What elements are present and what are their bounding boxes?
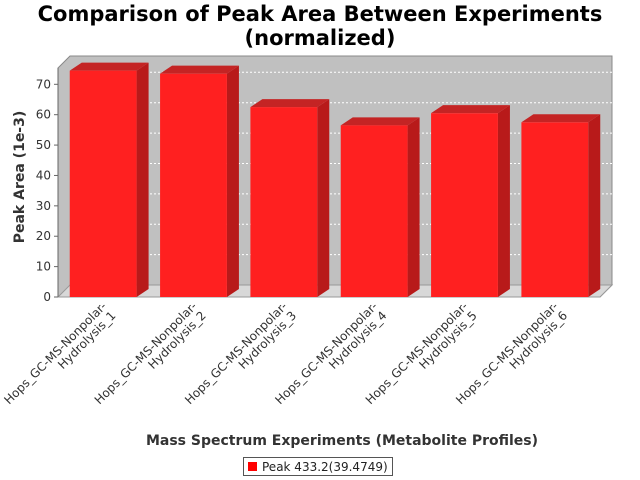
bar-top [521, 114, 601, 123]
bar [250, 99, 330, 297]
bars [69, 62, 601, 298]
bar-front [431, 113, 498, 297]
legend: Peak 433.2(39.4749) [243, 457, 393, 476]
bar-side [588, 114, 601, 298]
y-tick-label: 70 [36, 77, 51, 91]
y-tick-label: 40 [36, 168, 51, 182]
bar-top [250, 99, 330, 108]
chart-title: Comparison of Peak Area Between Experime… [0, 2, 640, 50]
bar-front [250, 107, 318, 297]
bar-front [340, 125, 408, 297]
y-tick-label: 50 [36, 138, 51, 152]
bar [160, 65, 239, 297]
y-tick-label: 20 [36, 229, 51, 243]
bar [69, 62, 149, 298]
bar [340, 117, 420, 297]
chart-title-line-2: (normalized) [244, 26, 396, 50]
bar [521, 114, 601, 298]
bar-side [317, 99, 330, 297]
bar-top [160, 65, 239, 74]
y-tick-label: 10 [36, 260, 51, 274]
bar-side [407, 117, 420, 297]
y-axis: 0 10 20 30 40 50 60 70 [36, 68, 59, 304]
x-axis-label: Mass Spectrum Experiments (Metabolite Pr… [146, 433, 538, 449]
legend-swatch [248, 462, 257, 471]
chart-title-line-1: Comparison of Peak Area Between Experime… [37, 2, 603, 26]
bar-front [69, 70, 137, 297]
x-axis: Hops_GC-MS-Nonpolar-Hydrolysis_1Hops_GC-… [1, 299, 570, 407]
bar-top [431, 105, 510, 114]
bar-side [497, 105, 510, 297]
bar-top [69, 62, 149, 71]
bar-front [521, 122, 589, 298]
y-tick-label: 60 [36, 108, 51, 122]
bar-front [160, 73, 227, 297]
y-tick-label: 30 [36, 199, 51, 213]
bar-top [340, 117, 420, 126]
x-tick-label-line: Hops_GC-MS-Nonpolar- [1, 299, 109, 407]
y-tick-label: 0 [43, 290, 51, 304]
bar-side [136, 62, 149, 298]
y-axis-label: Peak Area (1e-3) [12, 111, 28, 244]
bar [431, 105, 510, 297]
bar-side [226, 65, 239, 297]
legend-label: Peak 433.2(39.4749) [262, 459, 388, 474]
